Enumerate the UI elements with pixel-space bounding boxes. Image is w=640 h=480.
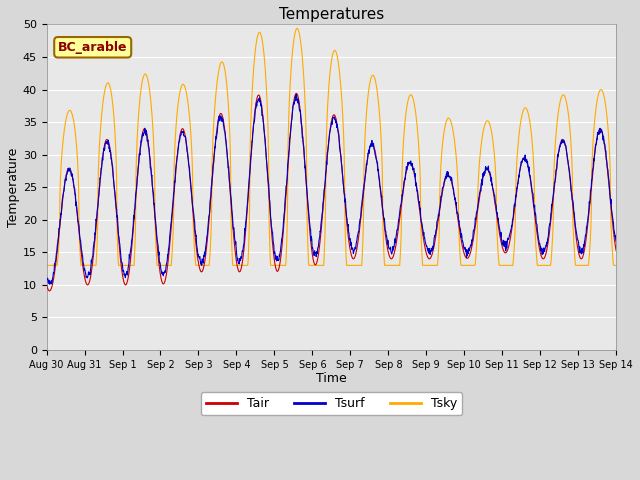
Y-axis label: Temperature: Temperature <box>7 147 20 227</box>
Tair <box>156 267 164 273</box>
Line: Tsurf: Tsurf <box>47 94 616 284</box>
Tsky <box>43 263 51 268</box>
Tair <box>545 231 553 237</box>
Tair <box>45 288 53 294</box>
Tair <box>170 194 177 200</box>
Tair <box>612 248 620 254</box>
Tsurf <box>234 257 241 263</box>
Title: Temperatures: Temperatures <box>279 7 384 22</box>
Tsky <box>420 263 428 268</box>
Tair <box>420 242 428 248</box>
Line: Tsky: Tsky <box>47 28 616 265</box>
Tsurf <box>495 223 503 228</box>
Tsky <box>156 263 163 268</box>
Tsurf <box>612 239 620 244</box>
Tsurf <box>420 234 428 240</box>
Tair <box>234 264 241 270</box>
Tsurf <box>46 281 54 287</box>
Tsky <box>495 257 502 263</box>
Tair <box>43 282 51 288</box>
Tsurf <box>156 259 164 265</box>
Tsurf <box>292 91 300 97</box>
Tsky <box>170 225 177 230</box>
Tsurf <box>545 223 553 229</box>
Tsurf <box>170 190 177 196</box>
Tair <box>292 91 300 96</box>
Line: Tair: Tair <box>47 94 616 291</box>
Tair <box>495 228 503 234</box>
Text: BC_arable: BC_arable <box>58 41 127 54</box>
Tsky <box>545 263 553 268</box>
X-axis label: Time: Time <box>316 372 347 385</box>
Tsurf <box>43 274 51 280</box>
Tsky <box>233 263 241 268</box>
Tsky <box>612 263 620 268</box>
Legend: Tair, Tsurf, Tsky: Tair, Tsurf, Tsky <box>200 392 462 415</box>
Tsky <box>293 25 301 31</box>
